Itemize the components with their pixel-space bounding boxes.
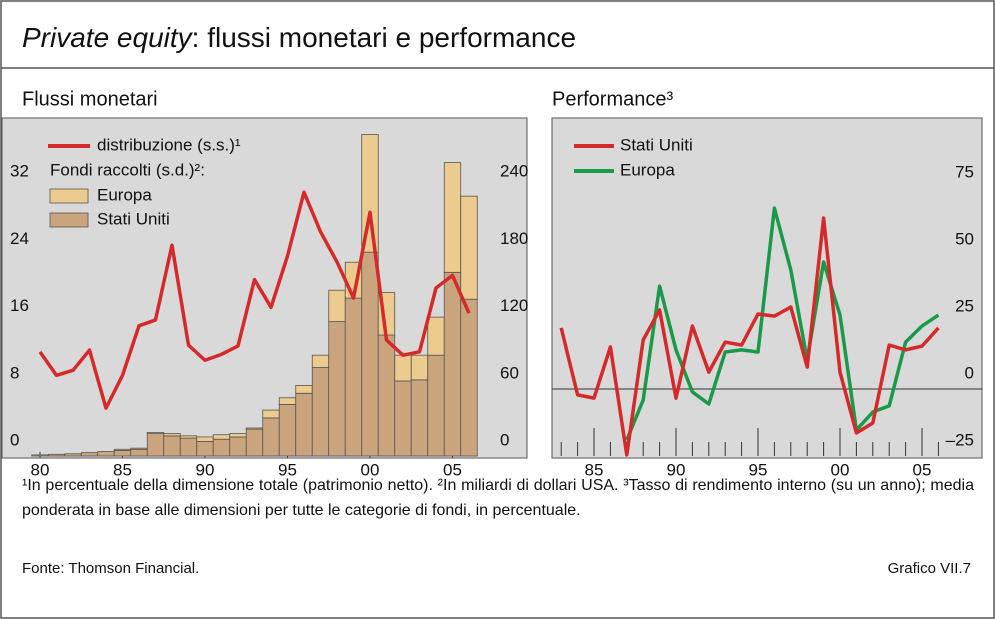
bar <box>394 380 412 457</box>
bar <box>245 427 264 430</box>
bar <box>443 271 462 457</box>
y-tick-label: 8 <box>10 363 19 382</box>
bar <box>410 379 429 457</box>
bar <box>163 435 181 457</box>
x-tick-label: 85 <box>585 460 604 479</box>
chart-number: Grafico VII.7 <box>887 560 971 577</box>
bar <box>97 451 115 457</box>
bar <box>262 409 280 419</box>
bar <box>130 448 148 457</box>
chart-title: Flussi monetari <box>22 88 158 110</box>
y-tick-label: 50 <box>955 229 974 248</box>
y-tick-label: 32 <box>10 162 29 181</box>
bar <box>146 433 165 457</box>
x-tick-label: 00 <box>831 460 850 479</box>
bar <box>460 298 478 457</box>
x-tick-label: 85 <box>113 460 132 479</box>
legend-label: Europa <box>620 160 675 179</box>
bar <box>130 447 148 450</box>
line <box>559 216 940 457</box>
chart-title: Performance³ <box>552 88 673 110</box>
legend-label: distribuzione (s.s.)¹ <box>97 135 241 154</box>
y2-tick-label: 0 <box>500 430 509 449</box>
bar <box>311 354 330 368</box>
bar <box>394 354 412 382</box>
x-tick-label: 80 <box>31 460 50 479</box>
y-tick-label: 16 <box>10 296 29 315</box>
y-tick-label: –25 <box>946 430 974 449</box>
y-tick-label: 0 <box>965 363 974 382</box>
bar <box>212 438 231 457</box>
bar <box>47 453 66 457</box>
legend-label: Stati Uniti <box>97 209 170 228</box>
bar <box>361 251 379 457</box>
line <box>38 190 471 410</box>
footnotes: ¹In percentuale della dimensione totale … <box>22 477 974 519</box>
bar <box>328 289 346 322</box>
y-tick-label: 24 <box>10 229 29 248</box>
bar <box>179 437 198 457</box>
bar <box>179 435 198 439</box>
y2-tick-label: 180 <box>500 229 528 248</box>
bar <box>443 162 462 273</box>
x-tick-label: 90 <box>667 460 686 479</box>
x-tick-label: 05 <box>443 460 462 479</box>
y2-tick-label: 120 <box>500 296 528 315</box>
x-tick-label: 95 <box>278 460 297 479</box>
x-tick-label: 00 <box>361 460 380 479</box>
bar <box>196 436 214 442</box>
bar <box>311 367 330 457</box>
bar <box>163 433 181 437</box>
title-rest: : flussi monetari e performance <box>192 22 576 53</box>
x-tick-label: 05 <box>913 460 932 479</box>
y2-tick-label: 60 <box>500 363 519 382</box>
y2-tick-label: 240 <box>500 162 528 181</box>
bar <box>361 134 379 253</box>
bar <box>196 441 214 457</box>
y-tick-label: 25 <box>955 296 974 315</box>
legend-label: Europa <box>97 185 152 204</box>
bar <box>229 436 247 457</box>
x-tick-label: 95 <box>749 460 768 479</box>
legend-label: Fondi raccolti (s.d.)²: <box>50 160 205 179</box>
x-tick-label: 90 <box>196 460 215 479</box>
bar <box>410 354 429 381</box>
legend-swatch <box>49 188 89 204</box>
bar <box>278 397 297 405</box>
bar <box>212 434 231 440</box>
source: Fonte: Thomson Financial. <box>22 560 200 577</box>
bar <box>146 432 165 435</box>
legend-swatch <box>49 212 89 228</box>
bar <box>245 428 264 457</box>
bar <box>427 316 445 356</box>
page-title: Private equity: flussi monetari e perfor… <box>22 22 576 53</box>
bar <box>344 297 363 457</box>
bar <box>427 354 445 457</box>
bar <box>278 404 297 457</box>
bar <box>64 453 82 457</box>
bar <box>113 448 132 451</box>
bar <box>113 449 132 457</box>
bar <box>377 334 396 457</box>
title-italic: Private equity <box>22 22 194 53</box>
bar <box>31 454 49 457</box>
bar <box>80 452 99 457</box>
y-tick-label: 0 <box>10 430 19 449</box>
line <box>625 206 940 441</box>
y-tick-label: 75 <box>955 162 974 181</box>
bar <box>328 321 346 457</box>
bar <box>460 195 478 300</box>
bar <box>295 385 313 394</box>
bar <box>229 433 247 438</box>
bar <box>295 392 313 457</box>
legend-label: Stati Uniti <box>620 135 693 154</box>
bar <box>262 417 280 457</box>
